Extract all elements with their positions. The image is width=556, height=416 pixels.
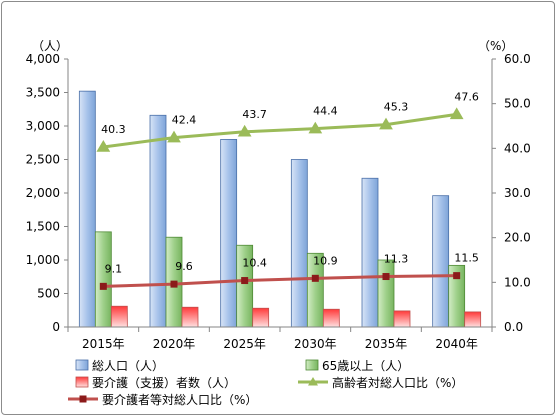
bar-3-2025年 <box>252 307 270 328</box>
data-label: 10.4 <box>242 257 267 270</box>
y-left-tick-label: 3,000 <box>26 119 60 133</box>
y-right-tick-label: 50.0 <box>504 97 531 111</box>
bar-2-2015年 <box>94 231 112 328</box>
data-label: 9.1 <box>105 262 123 275</box>
triangle-marker-2030年 <box>308 121 323 134</box>
legend-label: 高齢者対総人口比（%） <box>332 375 463 390</box>
triangle-marker-2025年 <box>237 124 252 137</box>
legend-label: 65歳以上（人） <box>322 359 409 373</box>
data-label: 9.6 <box>175 260 193 273</box>
x-tick-label: 2035年 <box>365 337 408 351</box>
legend-swatch <box>75 359 89 371</box>
bar-1-2015年 <box>78 90 96 328</box>
y-left-tick-label: 500 <box>37 287 60 301</box>
y-right-tick-label: 20.0 <box>504 231 531 245</box>
bar-3-2015年 <box>110 305 128 328</box>
series-line-3 <box>103 112 457 149</box>
data-label: 42.4 <box>172 114 197 127</box>
y-left-tick-label: 1,500 <box>26 220 60 234</box>
data-label: 40.3 <box>101 123 126 136</box>
legend-label: 要介護者等対総人口比（%） <box>102 392 257 407</box>
y-right-tick-label: 10.0 <box>504 275 531 289</box>
legend-label: 要介護（支援）者数（人） <box>92 375 236 390</box>
y-right-tick-label: 0.0 <box>504 320 523 334</box>
square-marker-2040年 <box>453 272 461 280</box>
bar-3-2030年 <box>322 308 340 328</box>
square-marker-2025年 <box>241 277 249 285</box>
square-marker-2015年 <box>99 282 107 290</box>
bar-1-2040年 <box>432 195 450 328</box>
y-left-tick-label: 4,000 <box>26 52 60 66</box>
x-tick-label: 2025年 <box>223 337 266 351</box>
legend-swatch <box>75 376 89 388</box>
bar-2-2035年 <box>377 259 395 328</box>
series-line-4 <box>103 274 457 288</box>
data-label: 45.3 <box>384 101 409 114</box>
triangle-marker-2040年 <box>449 107 464 120</box>
bar-3-2035年 <box>393 310 411 328</box>
left-axis-unit: （人） <box>32 39 68 53</box>
data-label: 10.9 <box>313 254 338 267</box>
triangle-marker-2035年 <box>379 117 393 130</box>
y-right-tick-label: 40.0 <box>504 141 531 155</box>
y-right-tick-label: 60.0 <box>504 52 531 66</box>
right-axis-unit: （%） <box>478 39 513 53</box>
legend-triangle-marker <box>308 377 318 386</box>
x-tick-label: 2030年 <box>294 337 337 351</box>
bar-1-2025年 <box>220 138 238 328</box>
x-tick-label: 2040年 <box>435 337 478 351</box>
legend-square-marker <box>79 395 87 403</box>
bar-1-2035年 <box>361 177 379 328</box>
triangle-marker-2020年 <box>167 130 181 143</box>
data-label: 47.6 <box>454 90 479 103</box>
square-marker-2035年 <box>382 273 390 281</box>
bar-3-2040年 <box>464 311 482 328</box>
bar-3-2020年 <box>181 306 199 328</box>
bar-1-2020年 <box>149 114 167 328</box>
square-marker-2020年 <box>170 280 178 288</box>
x-tick-label: 2015年 <box>82 337 125 351</box>
x-tick-label: 2020年 <box>153 337 196 351</box>
y-left-tick-label: 2,000 <box>26 186 60 200</box>
square-marker-2030年 <box>311 274 319 282</box>
data-label: 44.4 <box>313 105 338 118</box>
y-left-tick-label: 1,000 <box>26 253 60 267</box>
triangle-marker-2015年 <box>96 140 111 152</box>
bar-1-2030年 <box>290 159 308 328</box>
y-left-tick-label: 3,500 <box>26 86 60 100</box>
data-label: 43.7 <box>242 108 267 121</box>
y-right-tick-label: 30.0 <box>504 186 531 200</box>
data-label: 11.5 <box>454 252 479 265</box>
data-label: 11.3 <box>384 253 409 266</box>
y-left-tick-label: 2,500 <box>26 153 60 167</box>
legend-swatch <box>305 359 319 371</box>
legend-label: 総人口（人） <box>92 359 164 373</box>
y-left-tick-label: 0 <box>52 320 60 334</box>
